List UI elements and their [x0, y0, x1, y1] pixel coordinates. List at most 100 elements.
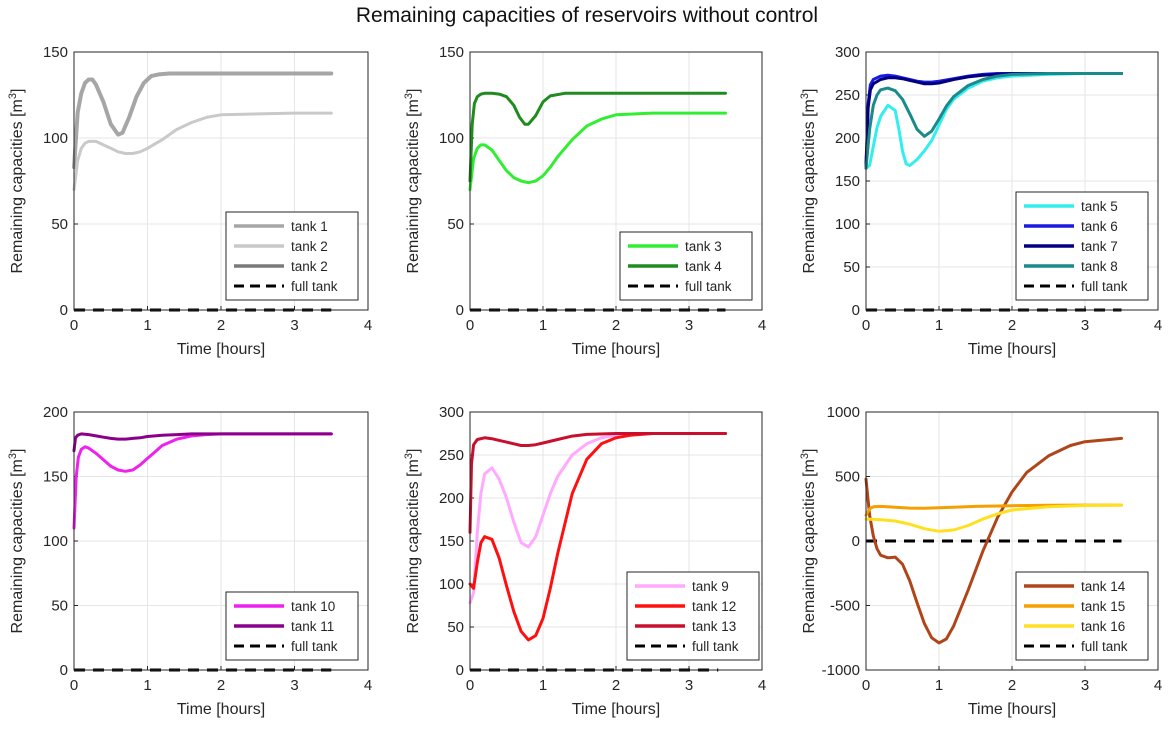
subplot-4: 0 1 2 3 4 0 50 100 150 200 Time [hours] Remaining c… — [7, 404, 372, 718]
legend: tank 1 tank 2 tank 2 full tank — [225, 211, 359, 301]
y-tick-label: 150 — [835, 173, 860, 190]
y-tick-label: 0 — [852, 533, 860, 550]
axes-box — [469, 411, 763, 671]
y-tick-label: 200 — [835, 130, 860, 147]
y-tick-label: 50 — [447, 216, 464, 233]
legend-label: tank 12 — [692, 599, 736, 614]
x-axis-label: Time [hours] — [572, 701, 660, 718]
x-tick-label: 3 — [1081, 317, 1089, 334]
series-line-tank-16 — [864, 503, 1123, 533]
legend-label: tank 8 — [1081, 259, 1118, 274]
y-axis-label-main: Remaining capacities [m — [405, 459, 422, 633]
y-axis-label: Remaining capacities [m3] — [7, 89, 26, 274]
y-axis-label-suffix: ] — [9, 449, 26, 453]
y-tick-label: 100 — [439, 576, 464, 593]
series-line-tank-3 — [468, 111, 727, 192]
y-axis-label-suffix: ] — [405, 89, 422, 93]
legend: tank 9 tank 12 tank 13 full tank — [626, 571, 760, 661]
legend: tank 14 tank 15 tank 16 full tank — [1015, 571, 1149, 661]
y-tick-label: 50 — [843, 259, 860, 276]
y-axis-label-sup: 3 — [799, 453, 811, 459]
y-tick-label: -1000 — [822, 662, 860, 679]
x-tick-label: 3 — [685, 317, 693, 334]
y-axis-label-sup: 3 — [799, 93, 811, 99]
legend-label: tank 16 — [1081, 619, 1125, 634]
y-tick-label: 200 — [439, 490, 464, 507]
legend-label: tank 10 — [291, 599, 335, 614]
y-tick-label: 0 — [60, 662, 68, 679]
y-axis-label: Remaining capacities [m3] — [7, 449, 26, 634]
y-axis-label-sup: 3 — [7, 453, 19, 459]
y-axis-label-sup: 3 — [7, 93, 19, 99]
x-tick-label: 3 — [685, 677, 693, 694]
y-axis-label: Remaining capacities [m3] — [799, 449, 818, 634]
series-line-tank-8 — [864, 72, 1123, 170]
y-tick-label: 200 — [43, 404, 68, 421]
y-axis-label: Remaining capacities [m3] — [403, 89, 422, 274]
y-tick-label: 50 — [51, 598, 68, 615]
legend: tank 5 tank 6 tank 7 tank 8 full tank — [1015, 191, 1149, 301]
x-tick-label: 0 — [466, 677, 474, 694]
y-tick-label: 250 — [439, 447, 464, 464]
y-axis-label-sup: 3 — [403, 93, 415, 99]
y-tick-label: 150 — [439, 44, 464, 61]
axes-box — [73, 411, 369, 671]
subplot-3: 0 1 2 3 4 0 50 100 150 200 250 300 Time [hours] Remai… — [799, 44, 1162, 358]
y-tick-label: 150 — [43, 44, 68, 61]
x-tick-label: 2 — [217, 677, 225, 694]
legend-label: full tank — [1081, 639, 1128, 654]
y-axis-label-suffix: ] — [9, 89, 26, 93]
legend-label: tank 9 — [692, 579, 729, 594]
legend-label: tank 7 — [1081, 239, 1118, 254]
y-tick-label: 1000 — [827, 404, 860, 421]
x-tick-label: 4 — [758, 677, 766, 694]
x-tick-label: 3 — [290, 677, 298, 694]
legend-label: tank 2 — [291, 239, 328, 254]
x-tick-label: 1 — [935, 317, 943, 334]
legend-label: tank 1 — [291, 219, 328, 234]
y-axis-label: Remaining capacities [m3] — [403, 449, 422, 634]
series-line-tank-13 — [468, 432, 727, 534]
legend-label: tank 14 — [1081, 579, 1126, 594]
x-tick-label: 4 — [1154, 317, 1162, 334]
y-tick-label: 300 — [835, 44, 860, 61]
x-axis-label: Time [hours] — [572, 341, 660, 358]
x-tick-label: 2 — [1008, 317, 1016, 334]
x-tick-label: 0 — [70, 677, 78, 694]
legend-label: full tank — [692, 639, 739, 654]
x-tick-label: 4 — [364, 317, 372, 334]
subplot-6: 0 1 2 3 4 -1000 -500 0 500 1000 Time [hours] Remain… — [799, 404, 1162, 718]
legend-label: tank 4 — [685, 259, 722, 274]
y-axis-label-main: Remaining capacities [m — [9, 459, 26, 633]
y-tick-label: -500 — [830, 598, 860, 615]
legend-label: tank 3 — [685, 239, 722, 254]
x-tick-label: 0 — [70, 317, 78, 334]
legend-label: tank 13 — [692, 619, 736, 634]
legend-label: tank 11 — [291, 619, 334, 634]
axes-box — [865, 51, 1159, 311]
legend-label: full tank — [291, 279, 338, 294]
x-tick-label: 2 — [217, 317, 225, 334]
legend-label: full tank — [291, 639, 338, 654]
figure-title: Remaining capacities of reservoirs witho… — [355, 4, 819, 27]
legend-label: tank 6 — [1081, 219, 1118, 234]
y-tick-label: 250 — [835, 87, 860, 104]
x-tick-label: 4 — [1154, 677, 1162, 694]
y-axis-label-suffix: ] — [405, 449, 422, 453]
y-tick-label: 100 — [835, 216, 860, 233]
y-tick-label: 150 — [43, 469, 68, 486]
series-line-tank-5 — [864, 72, 1123, 170]
y-axis-label-suffix: ] — [801, 89, 818, 93]
x-tick-label: 0 — [862, 677, 870, 694]
x-axis-label: Time [hours] — [177, 701, 265, 718]
y-tick-label: 100 — [439, 130, 464, 147]
x-tick-label: 3 — [1081, 677, 1089, 694]
x-axis-label: Time [hours] — [177, 341, 265, 358]
series-line-tank-1 — [72, 71, 334, 170]
x-tick-label: 1 — [935, 677, 943, 694]
y-axis-label-sup: 3 — [403, 453, 415, 459]
legend: tank 10 tank 11 full tank — [225, 591, 359, 661]
y-tick-label: 0 — [60, 302, 68, 319]
x-tick-label: 2 — [612, 677, 620, 694]
y-axis-label-main: Remaining capacities [m — [801, 459, 818, 633]
